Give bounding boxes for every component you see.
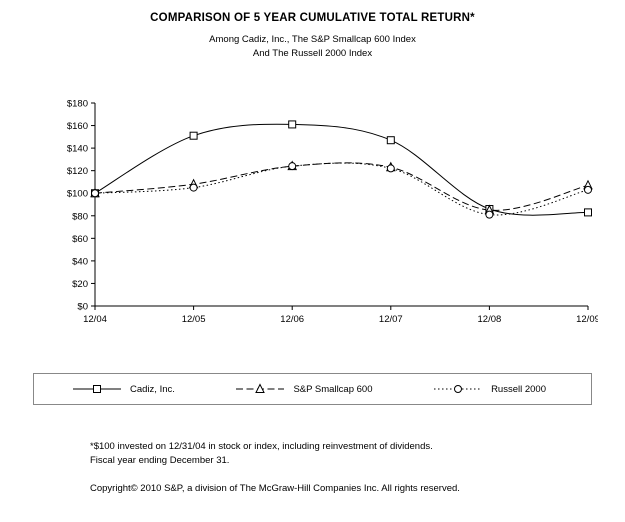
- legend-item-cadiz: Cadiz, Inc.: [72, 383, 175, 395]
- circle-marker: [189, 183, 198, 192]
- chart-subtitle-line1: Among Cadiz, Inc., The S&P Smallcap 600 …: [209, 34, 416, 45]
- x-tick-label: 12/07: [379, 314, 403, 325]
- series-line-2: [94, 162, 589, 216]
- legend-label-russell: Russell 2000: [491, 383, 546, 395]
- legend-label-cadiz: Cadiz, Inc.: [130, 383, 175, 395]
- x-tick-label: 12/09: [576, 314, 598, 325]
- circle-marker: [485, 210, 494, 219]
- y-tick-label: $140: [67, 144, 88, 155]
- y-tick-label: $40: [72, 256, 88, 267]
- y-tick-label: $160: [67, 121, 88, 132]
- legend-item-russell: Russell 2000: [433, 383, 546, 395]
- x-tick-label: 12/04: [83, 314, 107, 325]
- legend-label-sp-smallcap: S&P Smallcap 600: [293, 383, 373, 395]
- square-marker: [584, 208, 592, 217]
- square-marker: [288, 120, 297, 129]
- cadiz-solid-line-square-marker-icon: [73, 385, 121, 393]
- square-marker: [386, 136, 395, 145]
- square-marker: [189, 131, 198, 140]
- y-tick-label: $120: [67, 166, 88, 177]
- circle-marker: [454, 385, 463, 393]
- y-tick-label: $100: [67, 189, 88, 200]
- circle-marker: [584, 185, 592, 194]
- circle-marker: [288, 162, 297, 171]
- legend-item-sp-smallcap: S&P Smallcap 600: [235, 383, 373, 395]
- chart-subtitle-line2: And The Russell 2000 Index: [252, 48, 373, 59]
- x-tick-label: 12/05: [182, 314, 206, 325]
- y-tick-label: $80: [72, 211, 88, 222]
- page-title: COMPARISON OF 5 YEAR CUMULATIVE TOTAL RE…: [150, 12, 475, 24]
- footnote-investment: *$100 invested on 12/31/04 in stock or i…: [90, 441, 433, 452]
- x-tick-label: 12/08: [478, 314, 502, 325]
- y-tick-label: $0: [77, 302, 88, 313]
- triangle-marker: [255, 383, 266, 393]
- y-tick-label: $20: [72, 279, 88, 290]
- legend-box: Cadiz, Inc. S&P Smallcap 600 Russell 200…: [33, 373, 592, 405]
- line-chart-plot: $0 $20 $40 $60 $80 $100 $120 $140 $160 $180 12/04 1…: [67, 99, 598, 326]
- y-tick-label: $180: [67, 99, 88, 110]
- sp-dashed-line-triangle-marker-icon: [236, 383, 285, 393]
- footnote-copyright: Copyright© 2010 S&P, a division of The M…: [90, 483, 460, 494]
- footnotes: *$100 invested on 12/31/04 in stock or i…: [90, 440, 460, 496]
- series-line-0: [94, 123, 589, 216]
- circle-marker: [386, 164, 395, 173]
- footnote-fiscal-year: Fiscal year ending December 31.: [90, 455, 230, 466]
- series-line-1: [94, 162, 589, 211]
- x-tick-label: 12/06: [280, 314, 304, 325]
- russell-dotted-line-circle-marker-icon: [434, 385, 483, 393]
- y-tick-label: $60: [72, 234, 88, 245]
- circle-marker: [91, 189, 99, 198]
- square-marker: [93, 385, 101, 393]
